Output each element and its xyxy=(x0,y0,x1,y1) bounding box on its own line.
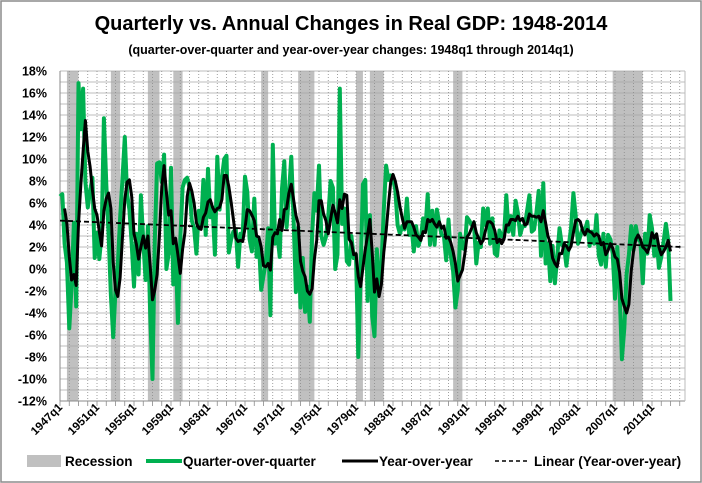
legend-qoq-label: Quarter-over-quarter xyxy=(183,454,317,469)
y-tick-label: 14% xyxy=(22,109,47,123)
legend-recession-label: Recession xyxy=(65,454,133,469)
y-tick-label: 16% xyxy=(22,87,47,101)
legend: Recession Quarter-over-quarter Year-over… xyxy=(27,454,681,469)
series-layer xyxy=(58,81,683,381)
y-tick-label: 4% xyxy=(29,219,47,233)
y-tick-label: 0% xyxy=(29,263,47,277)
legend-trend-label: Linear (Year-over-year) xyxy=(534,454,681,469)
y-tick-label: 8% xyxy=(29,175,47,189)
y-tick-label: -6% xyxy=(25,329,47,343)
chart-subtitle: (quarter-over-quarter and year-over-year… xyxy=(128,43,573,57)
y-tick-label: 2% xyxy=(29,241,47,255)
y-tick-label: -10% xyxy=(18,373,47,387)
y-axis-ticks: 18% 16% 14% 12% 10% 8% 6% 4% 2% 0% -2% -4% -6% -8% -10… xyxy=(18,65,47,409)
legend-yoy-label: Year-over-year xyxy=(379,454,474,469)
legend-recession-swatch xyxy=(27,455,61,467)
y-tick-label: 18% xyxy=(22,65,47,79)
y-tick-label: 12% xyxy=(22,131,47,145)
chart-title: Quarterly vs. Annual Changes in Real GDP… xyxy=(95,13,609,35)
yoy-series-line xyxy=(63,119,672,315)
y-tick-label: -2% xyxy=(25,285,47,299)
y-tick-label: -4% xyxy=(25,307,47,321)
y-tick-label: -12% xyxy=(18,395,47,409)
y-tick-label: 10% xyxy=(22,153,47,167)
y-tick-label: -8% xyxy=(25,351,47,365)
y-tick-label: 6% xyxy=(29,197,47,211)
